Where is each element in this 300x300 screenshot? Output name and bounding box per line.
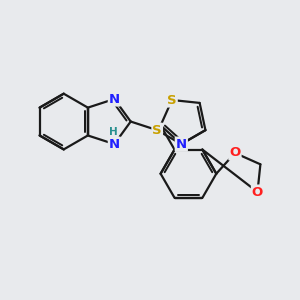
Text: S: S: [152, 124, 162, 137]
Text: N: N: [109, 92, 120, 106]
Text: S: S: [167, 94, 177, 106]
Text: O: O: [252, 185, 263, 199]
Text: O: O: [229, 146, 241, 160]
Text: N: N: [109, 138, 120, 151]
Text: H: H: [109, 128, 118, 137]
Text: N: N: [176, 138, 187, 151]
